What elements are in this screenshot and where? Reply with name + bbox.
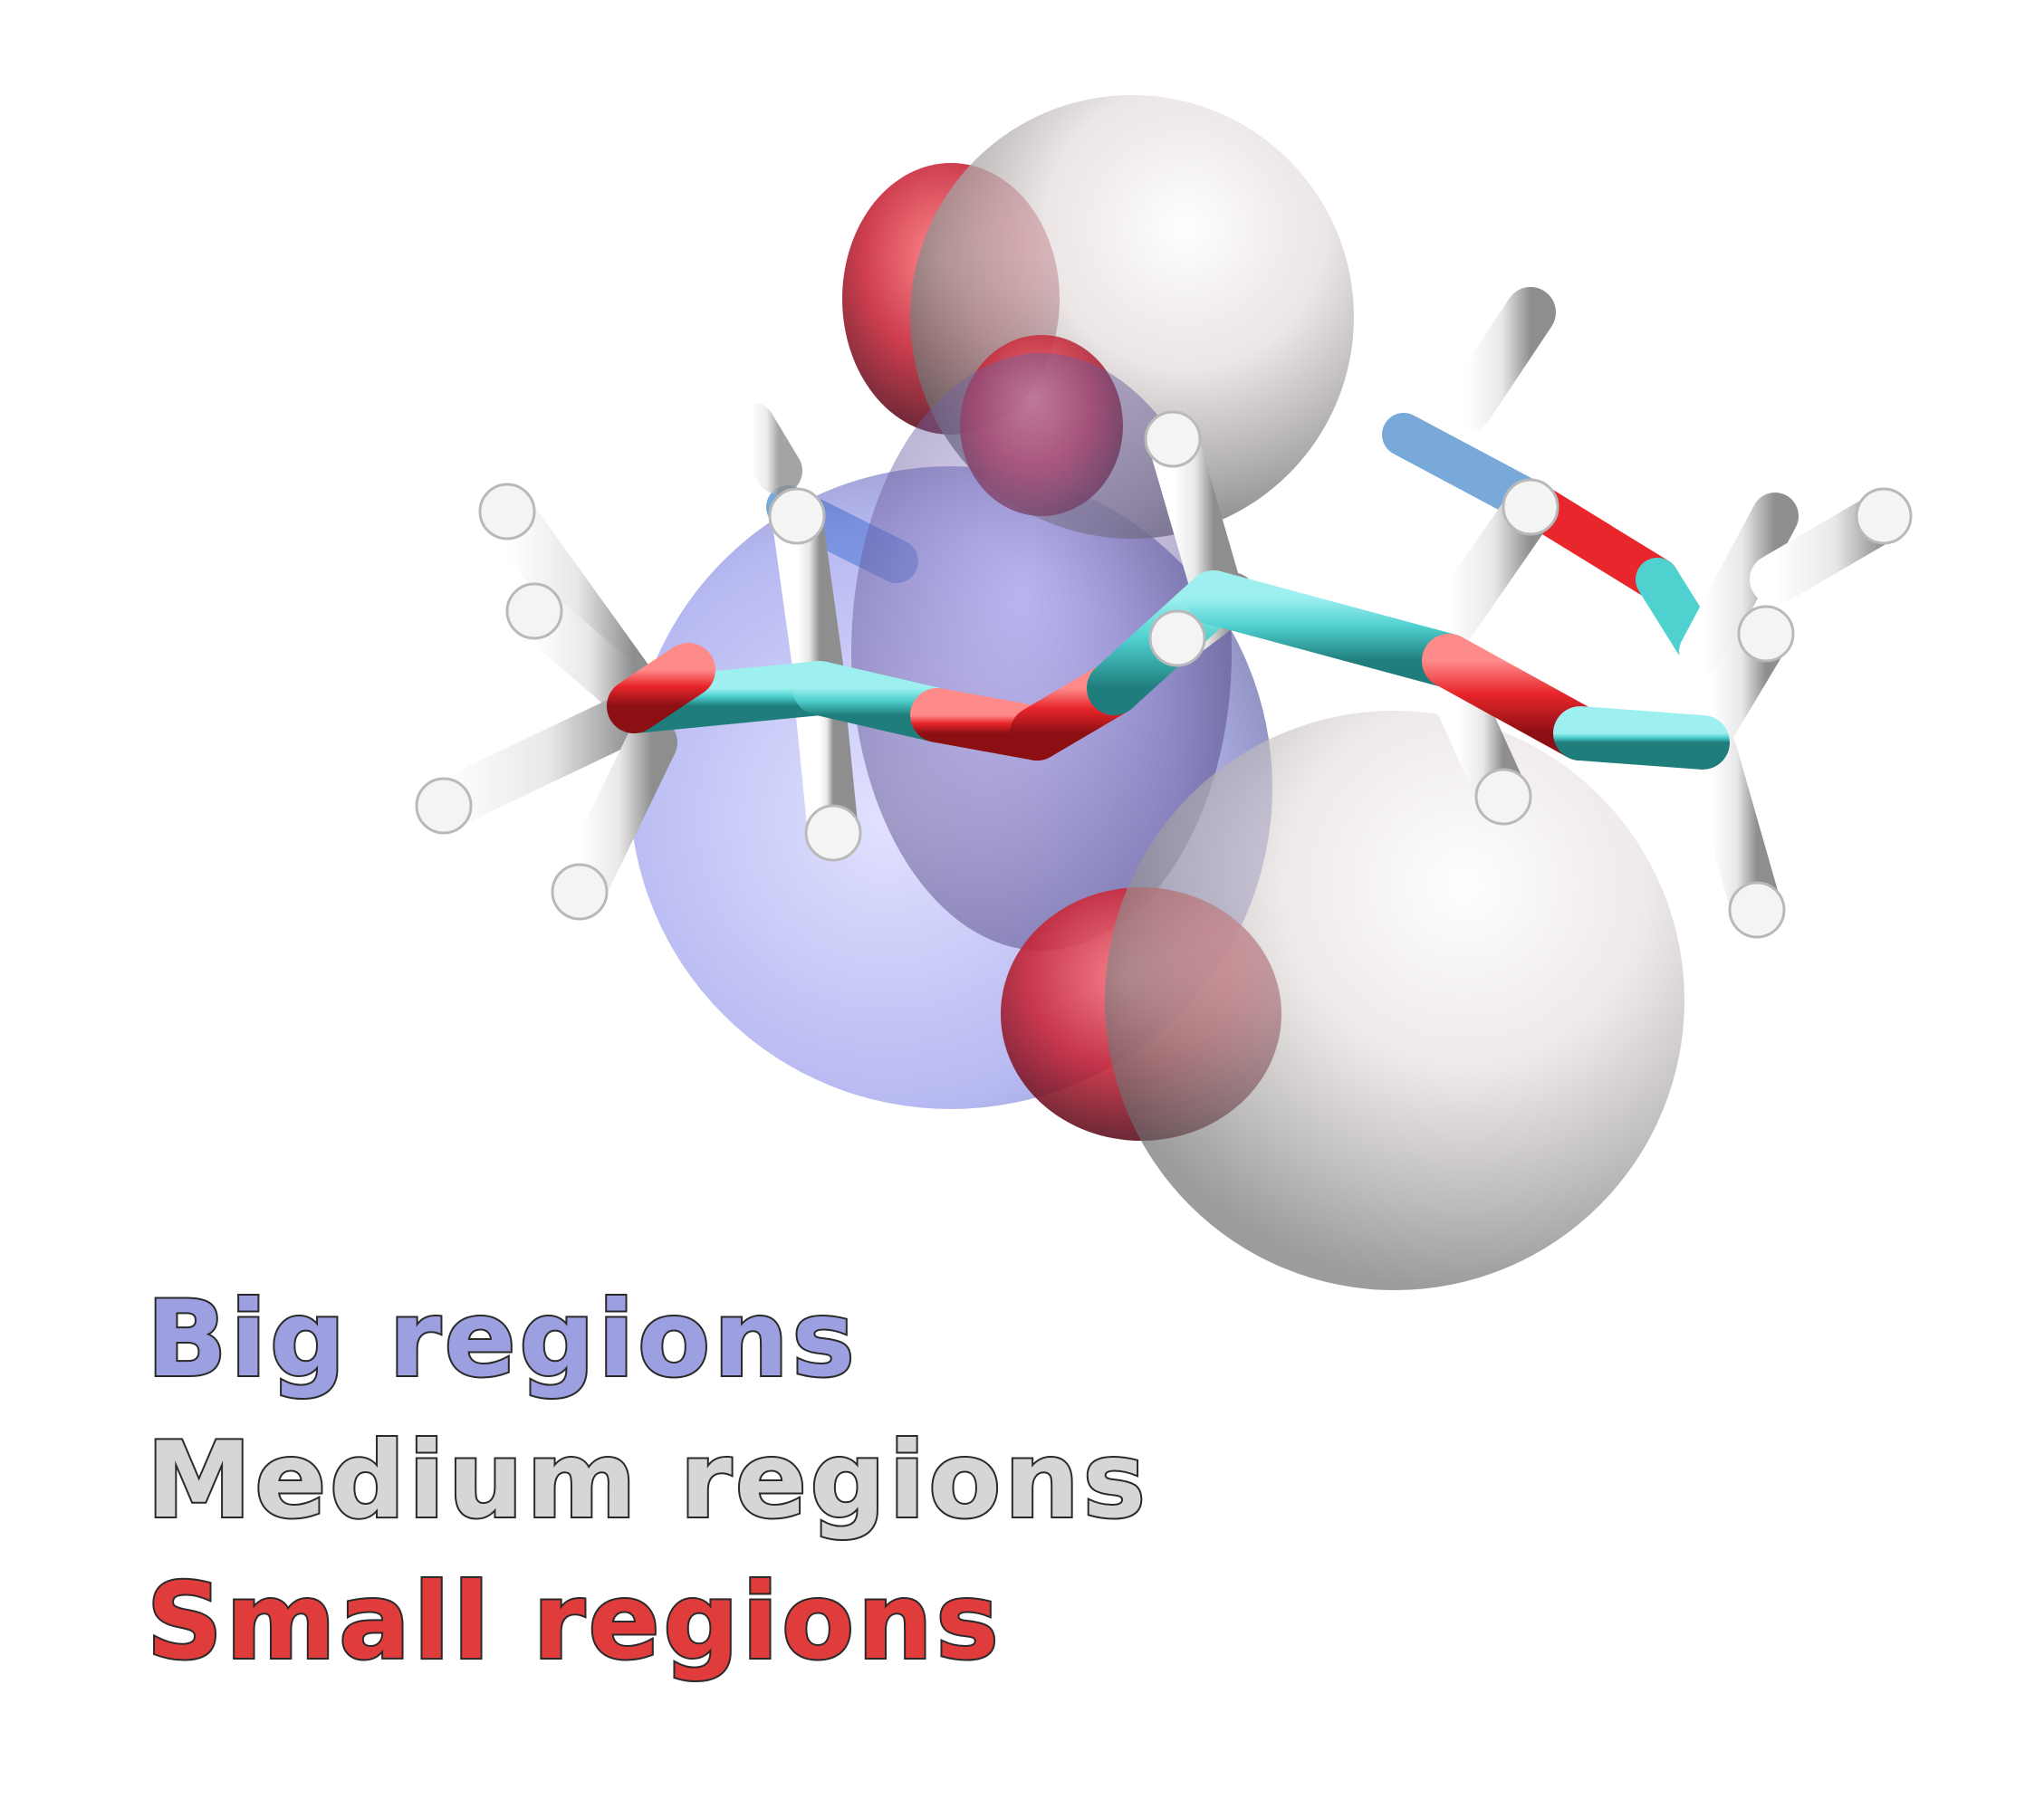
medium-region-inner-blob <box>851 353 1232 951</box>
legend-big-regions: Big regions <box>145 1277 859 1402</box>
legend-small-regions: Small regions <box>145 1559 1003 1685</box>
hydrogen-atoms <box>415 410 1913 939</box>
medium-region-sphere-bottom <box>1105 711 1684 1290</box>
back-bonds <box>728 287 1925 712</box>
legend-medium-regions: Medium regions <box>145 1418 1149 1544</box>
legend: Big regions Medium regions Small regions <box>145 1272 1149 1690</box>
